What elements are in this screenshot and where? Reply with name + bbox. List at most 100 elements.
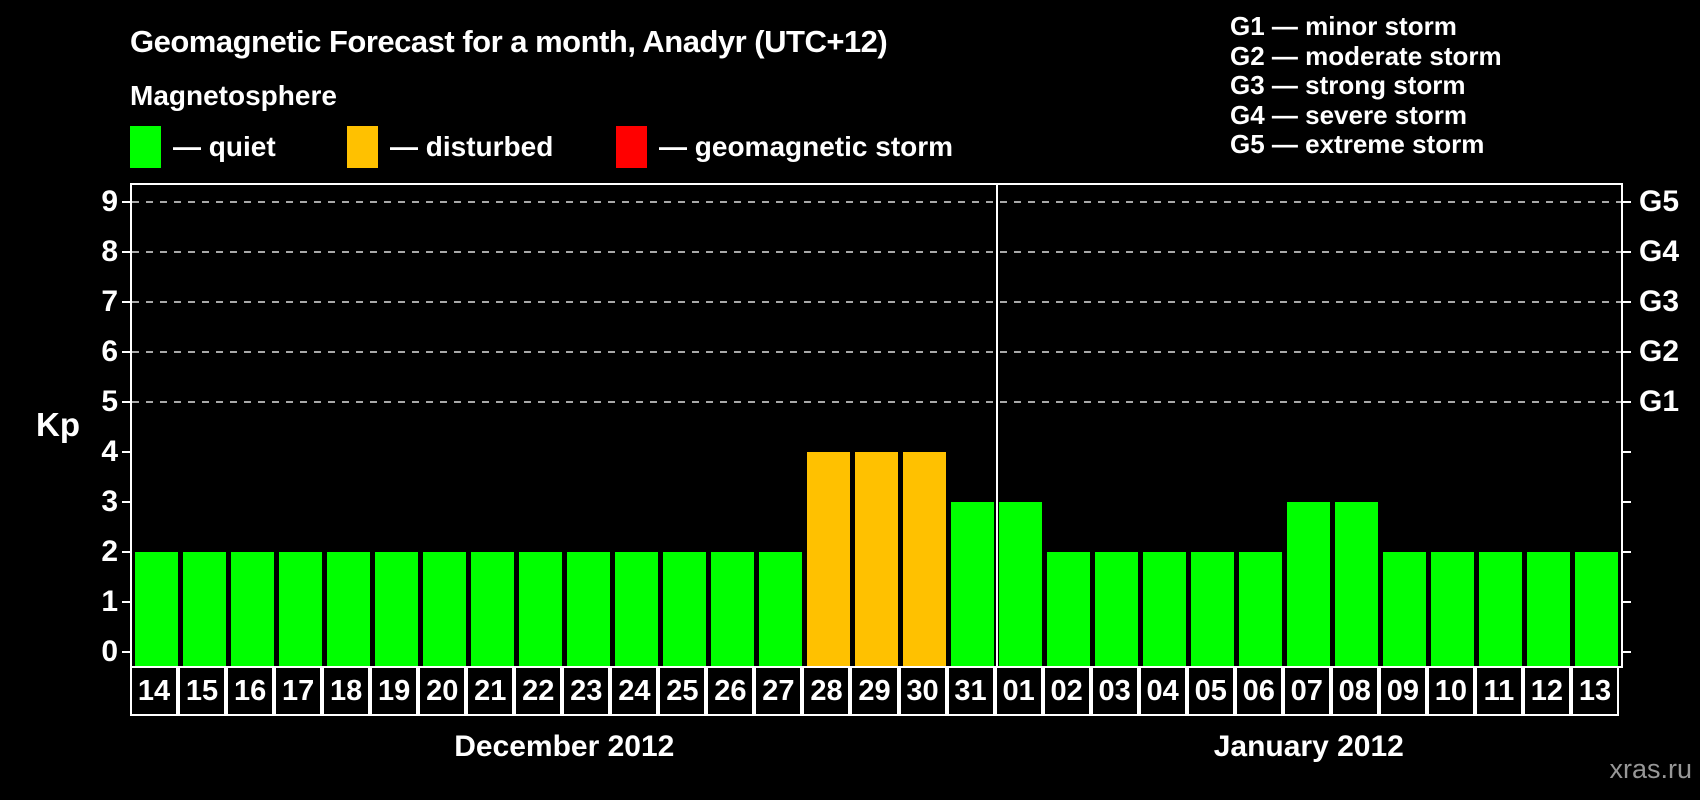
kp-bar-december-28	[806, 452, 850, 666]
legend-item-disturbed: — disturbed	[347, 126, 553, 168]
date-label-27: 27	[754, 666, 803, 716]
date-label-28: 28	[802, 666, 851, 716]
gridline-kp5	[132, 401, 1621, 403]
watermark: xras.ru	[1609, 754, 1692, 784]
kp-bar-january-10	[1431, 552, 1475, 666]
kp-bar-december-31	[951, 502, 995, 666]
legend-swatch-quiet	[130, 126, 161, 168]
plot-area	[122, 183, 1631, 668]
kp-bar-january-13	[1575, 552, 1619, 666]
date-label-12: 12	[1522, 666, 1571, 716]
legend-item-storm: — geomagnetic storm	[616, 126, 953, 168]
date-label-02: 02	[1042, 666, 1091, 716]
y-tick-label-9: 9	[101, 185, 118, 218]
y-axis-tick-left-5	[122, 401, 130, 403]
kp-bar-december-27	[758, 552, 802, 666]
kp-bar-december-26	[710, 552, 754, 666]
y-tick-label-1: 1	[101, 585, 118, 618]
kp-bar-december-24	[614, 552, 658, 666]
legend-heading: Magnetosphere	[130, 80, 337, 111]
date-label-13: 13	[1570, 666, 1619, 716]
g-tick-label-G5: G5	[1639, 185, 1680, 218]
date-label-31: 31	[946, 666, 995, 716]
date-label-25: 25	[658, 666, 707, 716]
date-label-17: 17	[274, 666, 323, 716]
kp-bar-december-14	[134, 552, 178, 666]
gridline-kp9	[132, 201, 1621, 203]
kp-bar-january-08	[1335, 502, 1379, 666]
y-tick-label-7: 7	[101, 285, 118, 318]
month-separator	[995, 185, 998, 666]
date-label-04: 04	[1138, 666, 1187, 716]
chart-title: Geomagnetic Forecast for a month, Anadyr…	[130, 24, 888, 59]
y-tick-label-0: 0	[101, 635, 118, 668]
legend-label-quiet: — quiet	[173, 131, 276, 162]
date-label-14: 14	[130, 666, 179, 716]
legend-item-quiet: — quiet	[130, 126, 276, 168]
kp-bar-december-17	[278, 552, 322, 666]
month-label-december: December 2012	[454, 730, 675, 763]
kp-bar-january-04	[1143, 552, 1187, 666]
kp-bar-january-01	[999, 502, 1043, 666]
g-tick-label-G3: G3	[1639, 285, 1680, 318]
kp-bar-january-06	[1239, 552, 1283, 666]
date-label-08: 08	[1330, 666, 1379, 716]
g-tick-label-G1: G1	[1639, 385, 1680, 418]
y-axis-tick-left-9	[122, 201, 130, 203]
kp-bar-december-25	[662, 552, 706, 666]
y-axis-tick-left-0	[122, 651, 130, 653]
kp-bar-december-16	[230, 552, 274, 666]
g-scale-legend-g3: G3 — strong storm	[1230, 70, 1466, 100]
date-label-23: 23	[562, 666, 611, 716]
y-axis-tick-left-4	[122, 451, 130, 453]
y-axis-tick-right-0	[1623, 651, 1631, 653]
kp-bar-january-03	[1095, 552, 1139, 666]
y-axis-tick-right-1	[1623, 601, 1631, 603]
y-tick-label-6: 6	[101, 335, 118, 368]
gridline-kp8	[132, 251, 1621, 253]
date-label-03: 03	[1090, 666, 1139, 716]
y-axis-tick-left-3	[122, 501, 130, 503]
y-axis-tick-right-7	[1623, 301, 1631, 303]
y-tick-label-2: 2	[101, 535, 118, 568]
kp-bar-january-11	[1479, 552, 1523, 666]
y-axis-tick-left-2	[122, 551, 130, 553]
y-axis-tick-right-8	[1623, 251, 1631, 253]
kp-bar-january-02	[1047, 552, 1091, 666]
date-label-01: 01	[994, 666, 1043, 716]
g-scale-legend-g4: G4 — severe storm	[1230, 99, 1468, 130]
date-label-21: 21	[466, 666, 515, 716]
y-axis-tick-right-5	[1623, 401, 1631, 403]
gridline-kp7	[132, 301, 1621, 303]
y-tick-label-3: 3	[101, 485, 118, 518]
g-tick-label-G2: G2	[1639, 335, 1680, 368]
date-label-30: 30	[898, 666, 947, 716]
y-axis-tick-right-3	[1623, 501, 1631, 503]
y-tick-label-4: 4	[101, 435, 118, 468]
y-axis-tick-right-9	[1623, 201, 1631, 203]
month-label-january: January 2012	[1213, 730, 1404, 763]
kp-bar-december-18	[326, 552, 370, 666]
date-label-06: 06	[1234, 666, 1283, 716]
legend-label-storm: — geomagnetic storm	[659, 131, 954, 162]
legend-label-disturbed: — disturbed	[390, 131, 554, 162]
g-tick-label-G4: G4	[1639, 235, 1680, 268]
kp-bar-december-22	[518, 552, 562, 666]
date-label-07: 07	[1282, 666, 1331, 716]
g-scale-legend-g2: G2 — moderate storm	[1230, 40, 1502, 71]
date-label-15: 15	[178, 666, 227, 716]
legend-swatch-storm	[616, 126, 647, 168]
g-scale-legend: G1 — minor storm G2 — moderate storm G3 …	[1230, 11, 1502, 160]
y-axis-label: Kp	[36, 406, 80, 443]
date-label-29: 29	[850, 666, 899, 716]
gridline-kp6	[132, 351, 1621, 353]
y-axis-tick-right-2	[1623, 551, 1631, 553]
date-label-05: 05	[1186, 666, 1235, 716]
g-scale-legend-g1: G1 — minor storm	[1230, 11, 1457, 41]
kp-bar-december-23	[566, 552, 610, 666]
date-label-10: 10	[1426, 666, 1475, 716]
kp-bar-january-07	[1287, 502, 1331, 666]
kp-bar-january-09	[1383, 552, 1427, 666]
legend-swatch-disturbed	[347, 126, 378, 168]
